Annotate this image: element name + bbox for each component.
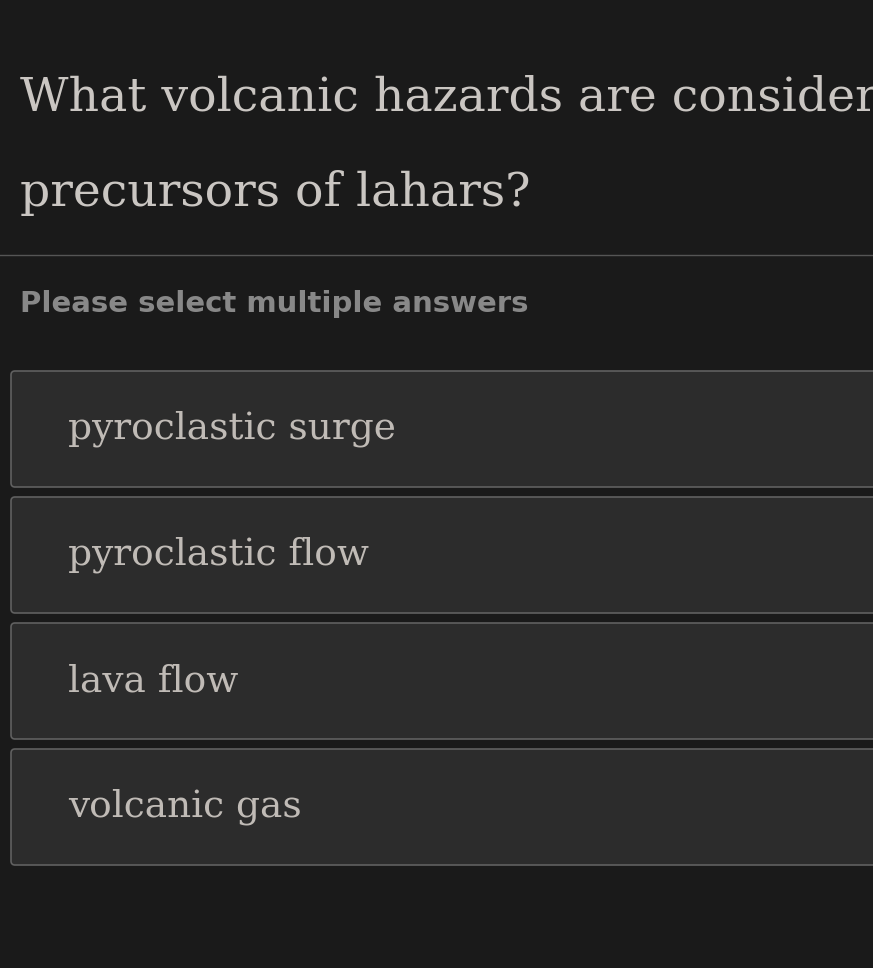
Text: volcanic gas: volcanic gas — [68, 789, 302, 826]
FancyBboxPatch shape — [11, 497, 873, 613]
Text: Please select multiple answers: Please select multiple answers — [20, 290, 528, 318]
Text: lava flow: lava flow — [68, 663, 238, 699]
FancyBboxPatch shape — [11, 749, 873, 865]
Text: precursors of lahars?: precursors of lahars? — [20, 170, 531, 216]
FancyBboxPatch shape — [11, 371, 873, 487]
Text: pyroclastic flow: pyroclastic flow — [68, 536, 369, 573]
Text: What volcanic hazards are considered as: What volcanic hazards are considered as — [20, 75, 873, 120]
FancyBboxPatch shape — [11, 623, 873, 739]
Text: pyroclastic surge: pyroclastic surge — [68, 410, 395, 447]
